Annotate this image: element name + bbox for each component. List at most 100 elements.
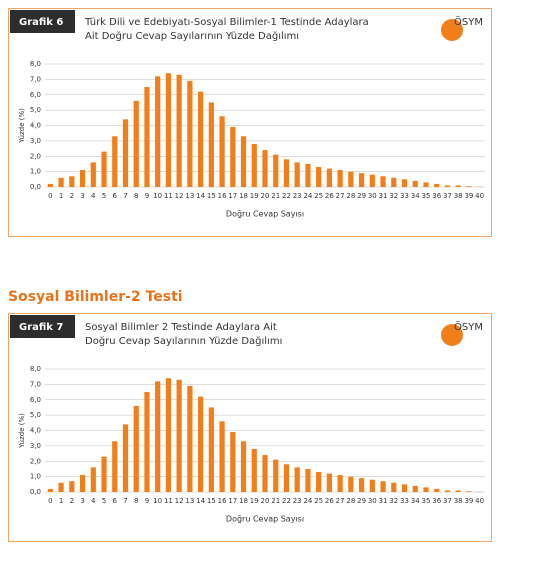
bar bbox=[316, 472, 322, 492]
y-tick-label: 8,0 bbox=[30, 60, 41, 68]
bar bbox=[283, 159, 290, 187]
bar bbox=[348, 476, 354, 492]
x-tick-label: 32 bbox=[389, 497, 398, 505]
bar bbox=[423, 182, 429, 187]
x-tick-label: 4 bbox=[91, 192, 96, 200]
bar bbox=[337, 170, 343, 187]
x-tick-label: 2 bbox=[70, 192, 74, 200]
x-tick-label: 21 bbox=[271, 497, 280, 505]
bar bbox=[208, 407, 214, 492]
bar bbox=[165, 378, 172, 492]
bar bbox=[155, 381, 161, 492]
x-tick-label: 31 bbox=[379, 192, 388, 200]
bar bbox=[230, 432, 236, 492]
bar bbox=[251, 143, 257, 187]
bar bbox=[58, 177, 64, 187]
x-tick-label: 0 bbox=[48, 192, 52, 200]
x-tick-label: 22 bbox=[282, 497, 291, 505]
x-tick-label: 28 bbox=[346, 497, 355, 505]
bar bbox=[133, 100, 139, 187]
x-tick-label: 40 bbox=[475, 192, 484, 200]
x-tick-label: 30 bbox=[368, 192, 377, 200]
y-tick-label: 2,0 bbox=[30, 152, 41, 160]
y-tick-label: 7,0 bbox=[30, 75, 41, 83]
bar bbox=[283, 464, 290, 492]
y-tick-label: 5,0 bbox=[30, 411, 41, 419]
bar bbox=[305, 163, 311, 187]
bar bbox=[69, 481, 75, 492]
x-tick-label: 21 bbox=[271, 192, 280, 200]
x-tick-label: 17 bbox=[228, 497, 237, 505]
bar bbox=[240, 441, 247, 492]
logo: ÖSYM bbox=[454, 320, 483, 333]
bar bbox=[122, 119, 129, 187]
bar bbox=[176, 379, 182, 492]
x-tick-label: 6 bbox=[113, 497, 118, 505]
x-tick-label: 18 bbox=[239, 192, 248, 200]
bar bbox=[133, 405, 139, 492]
x-tick-label: 38 bbox=[454, 192, 463, 200]
bar bbox=[90, 162, 96, 187]
y-tick-label: 0,0 bbox=[30, 488, 41, 496]
bar bbox=[305, 468, 311, 492]
x-tick-label: 35 bbox=[422, 192, 431, 200]
logo-circle bbox=[441, 19, 463, 41]
x-tick-label: 23 bbox=[293, 497, 302, 505]
x-tick-label: 15 bbox=[207, 192, 216, 200]
x-tick-label: 14 bbox=[196, 192, 205, 200]
y-tick-label: 3,0 bbox=[30, 137, 41, 145]
logo-circle bbox=[441, 324, 463, 346]
x-tick-label: 26 bbox=[325, 192, 334, 200]
bar bbox=[208, 102, 214, 187]
bar bbox=[380, 481, 386, 492]
x-tick-label: 19 bbox=[250, 192, 259, 200]
x-tick-label: 25 bbox=[314, 497, 323, 505]
x-tick-label: 27 bbox=[336, 192, 345, 200]
bar bbox=[230, 127, 236, 187]
bar bbox=[380, 176, 386, 187]
chart-title: Sosyal Bilimler 2 Testinde Adaylara Ait bbox=[85, 322, 277, 333]
x-tick-label: 4 bbox=[91, 497, 96, 505]
x-tick-label: 10 bbox=[153, 192, 162, 200]
bar bbox=[144, 392, 150, 492]
x-tick-label: 12 bbox=[175, 497, 184, 505]
y-tick-label: 4,0 bbox=[30, 427, 41, 435]
y-tick-label: 8,0 bbox=[30, 365, 41, 373]
bar bbox=[155, 76, 161, 187]
x-tick-label: 27 bbox=[336, 497, 345, 505]
bar bbox=[112, 441, 118, 492]
x-tick-label: 36 bbox=[432, 192, 441, 200]
bar bbox=[219, 421, 225, 492]
x-tick-label: 14 bbox=[196, 497, 205, 505]
x-tick-label: 39 bbox=[464, 192, 473, 200]
x-axis-label: Doğru Cevap Sayısı bbox=[226, 515, 304, 524]
chart-label-bg bbox=[10, 10, 75, 33]
bar bbox=[434, 488, 440, 492]
x-tick-label: 1 bbox=[59, 497, 63, 505]
x-tick-label: 29 bbox=[357, 192, 366, 200]
x-tick-label: 10 bbox=[153, 497, 162, 505]
x-tick-label: 5 bbox=[102, 192, 106, 200]
y-tick-label: 5,0 bbox=[30, 106, 41, 114]
chart-title: Türk Dili ve Edebiyatı-Sosyal Bilimler-1… bbox=[84, 17, 369, 28]
bar bbox=[412, 180, 418, 187]
bar bbox=[79, 170, 86, 187]
bar bbox=[79, 475, 86, 492]
x-tick-label: 15 bbox=[207, 497, 216, 505]
bar bbox=[369, 174, 375, 187]
x-tick-label: 39 bbox=[464, 497, 473, 505]
bar bbox=[112, 136, 118, 187]
x-tick-label: 37 bbox=[443, 497, 452, 505]
bar bbox=[90, 467, 96, 492]
y-tick-label: 4,0 bbox=[30, 122, 41, 130]
x-tick-label: 1 bbox=[59, 192, 63, 200]
x-tick-label: 18 bbox=[239, 497, 248, 505]
x-tick-label: 35 bbox=[422, 497, 431, 505]
x-tick-label: 38 bbox=[454, 497, 463, 505]
bar bbox=[326, 168, 332, 187]
bar bbox=[101, 456, 107, 492]
x-tick-label: 20 bbox=[261, 497, 270, 505]
x-tick-label: 11 bbox=[164, 497, 173, 505]
section-title: Sosyal Bilimler-2 Testi bbox=[8, 289, 183, 305]
bar bbox=[434, 183, 440, 187]
